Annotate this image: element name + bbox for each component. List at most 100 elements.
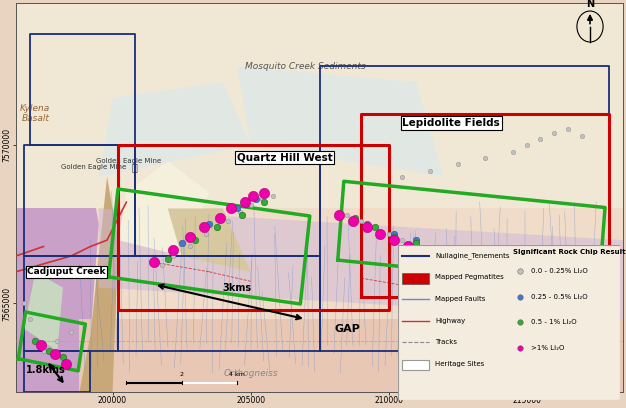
Point — [361, 224, 371, 231]
Polygon shape — [118, 161, 209, 256]
Point — [53, 338, 63, 345]
Point — [204, 221, 214, 228]
Point — [466, 265, 476, 272]
Text: 2: 2 — [180, 372, 183, 377]
Text: Nullagine_Tenements: Nullagine_Tenements — [435, 252, 510, 259]
Point — [439, 253, 449, 259]
Point — [212, 224, 222, 231]
Point — [259, 189, 269, 196]
Text: 6kms: 6kms — [479, 264, 508, 274]
Point — [168, 246, 178, 253]
Point — [453, 161, 463, 167]
Point — [549, 129, 559, 136]
Point — [356, 218, 366, 224]
Point — [232, 205, 242, 212]
Point — [411, 240, 421, 246]
Point — [342, 212, 352, 218]
Point — [486, 281, 496, 288]
Text: Mosquito Creek Sediments: Mosquito Creek Sediments — [245, 62, 366, 71]
Point — [508, 148, 518, 155]
Point — [185, 243, 195, 250]
Point — [49, 351, 59, 357]
Point — [61, 360, 71, 367]
Point — [384, 231, 394, 237]
Text: 4 km: 4 km — [229, 372, 245, 377]
Point — [425, 246, 435, 253]
Point — [370, 224, 380, 231]
Point — [549, 303, 559, 310]
Point — [268, 193, 278, 199]
Point — [149, 259, 159, 266]
Text: Highway: Highway — [435, 318, 466, 324]
Point — [431, 256, 441, 262]
Point — [480, 155, 490, 161]
Point — [240, 199, 250, 205]
Point — [508, 284, 518, 291]
Polygon shape — [168, 208, 250, 272]
Point — [521, 290, 531, 297]
Bar — [402, 359, 429, 370]
Polygon shape — [80, 177, 118, 392]
Polygon shape — [99, 82, 250, 177]
Point — [39, 348, 49, 354]
Point — [185, 234, 195, 240]
Point — [444, 262, 454, 269]
Point — [389, 231, 399, 237]
Point — [563, 310, 573, 316]
Text: N: N — [586, 0, 594, 9]
Text: 0.25 - 0.5% Li₂O: 0.25 - 0.5% Li₂O — [531, 294, 587, 300]
Point — [66, 329, 76, 335]
Point — [223, 218, 233, 224]
Text: Golden Eagle Mine: Golden Eagle Mine — [61, 164, 126, 171]
Point — [30, 338, 40, 345]
FancyBboxPatch shape — [398, 245, 620, 400]
Point — [453, 259, 463, 266]
Point — [398, 173, 408, 180]
Point — [36, 341, 46, 348]
Point — [480, 272, 490, 278]
Point — [417, 250, 427, 256]
Text: 3kms: 3kms — [222, 283, 251, 293]
Text: Mapped Pegmatites: Mapped Pegmatites — [435, 274, 504, 280]
Point — [453, 259, 463, 266]
Point — [351, 215, 361, 221]
Point — [461, 259, 471, 266]
Point — [245, 202, 255, 208]
Polygon shape — [24, 272, 63, 351]
Point — [577, 133, 587, 139]
Point — [259, 199, 269, 205]
Text: Golden Eagle Mine: Golden Eagle Mine — [96, 158, 162, 164]
Text: Kylena
Basalt: Kylena Basalt — [20, 104, 50, 123]
Polygon shape — [16, 3, 623, 208]
Text: >1% Li₂O: >1% Li₂O — [531, 345, 564, 351]
Point — [163, 256, 173, 262]
Text: Mapped Faults: Mapped Faults — [435, 296, 486, 302]
Text: Cadjuput Creek: Cadjuput Creek — [27, 267, 106, 276]
Point — [251, 196, 261, 202]
Text: Quartz Hill West: Quartz Hill West — [237, 153, 332, 163]
Polygon shape — [16, 19, 99, 392]
Point — [215, 215, 225, 221]
Point — [157, 262, 167, 269]
Point — [389, 237, 399, 244]
Point — [177, 240, 187, 246]
Point — [376, 231, 386, 237]
Text: Lepidolite Fields: Lepidolite Fields — [403, 118, 500, 128]
Point — [513, 294, 523, 300]
Point — [235, 208, 245, 215]
Point — [198, 224, 208, 231]
Point — [190, 237, 200, 244]
Text: Heritage Sites: Heritage Sites — [435, 361, 485, 367]
Text: Orthogneiss: Orthogneiss — [223, 368, 278, 377]
Point — [44, 348, 54, 354]
Point — [535, 297, 545, 304]
Text: GAP: GAP — [334, 324, 360, 334]
Point — [226, 205, 236, 212]
Text: Tracks: Tracks — [435, 339, 457, 346]
Point — [500, 288, 510, 294]
Point — [19, 300, 29, 307]
Polygon shape — [237, 66, 444, 177]
Point — [458, 268, 468, 275]
Point — [58, 354, 68, 361]
Point — [370, 224, 380, 231]
